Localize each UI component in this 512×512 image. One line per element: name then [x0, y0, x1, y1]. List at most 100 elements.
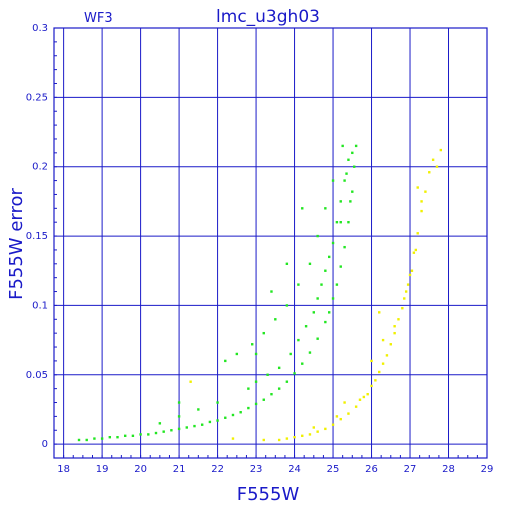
- data-point-yellow: [366, 392, 369, 396]
- data-point-green: [345, 172, 348, 175]
- data-point-green: [354, 144, 358, 148]
- data-point-green: [216, 401, 219, 404]
- y-tick-label: 0.1: [32, 300, 48, 311]
- data-point-yellow: [277, 438, 281, 442]
- data-point-green: [351, 190, 354, 193]
- y-tick-label: 0.15: [26, 231, 48, 242]
- data-point-yellow: [435, 165, 439, 168]
- data-point-green: [116, 435, 119, 439]
- data-point-yellow: [412, 251, 416, 254]
- data-point-green: [147, 433, 150, 436]
- data-point-green: [339, 265, 342, 268]
- data-point-green: [343, 245, 346, 249]
- data-point-green: [316, 234, 319, 238]
- data-point-yellow: [416, 186, 419, 189]
- data-point-yellow: [343, 401, 346, 404]
- data-point-yellow: [335, 415, 339, 418]
- x-tick-label: 26: [365, 464, 378, 475]
- data-point-green: [158, 422, 162, 425]
- x-tick-label: 20: [134, 464, 147, 475]
- data-point-green: [320, 283, 323, 286]
- data-point-green: [177, 401, 181, 404]
- data-point-green: [347, 220, 350, 224]
- data-point-green: [177, 415, 181, 418]
- data-point-yellow: [354, 405, 358, 408]
- data-point-green: [193, 424, 196, 428]
- x-tick-label: 24: [288, 464, 301, 475]
- data-point-green: [270, 392, 273, 396]
- data-point-yellow: [408, 273, 412, 277]
- data-point-green: [208, 420, 212, 424]
- data-point-yellow: [324, 427, 327, 431]
- data-point-green: [289, 352, 292, 356]
- data-point-yellow: [331, 423, 335, 426]
- data-point-green: [266, 373, 269, 376]
- y-tick-label: 0.05: [26, 370, 48, 381]
- x-tick-label: 22: [211, 464, 224, 475]
- data-point-green: [100, 437, 104, 440]
- data-point-green: [251, 343, 254, 346]
- data-point-yellow: [428, 171, 431, 174]
- data-point-yellow: [403, 297, 406, 300]
- data-point-yellow: [414, 248, 417, 252]
- data-point-green: [262, 331, 265, 335]
- data-point-yellow: [262, 438, 265, 442]
- data-point-green: [324, 320, 327, 324]
- data-point-green: [339, 220, 342, 224]
- data-point-green: [308, 262, 312, 266]
- data-point-green: [274, 318, 277, 321]
- data-point-yellow: [378, 370, 381, 374]
- data-point-green: [162, 430, 165, 433]
- x-tick-label: 25: [327, 464, 340, 475]
- data-point-yellow: [312, 426, 315, 429]
- data-point-green: [254, 352, 258, 356]
- data-point-green: [177, 427, 181, 431]
- data-point-green: [335, 283, 339, 286]
- data-point-yellow: [401, 306, 404, 310]
- data-point-green: [285, 262, 289, 266]
- data-point-green: [239, 411, 242, 414]
- data-point-green: [154, 431, 158, 435]
- data-point-yellow: [381, 338, 385, 342]
- data-points: [77, 144, 443, 442]
- data-point-yellow: [347, 412, 350, 415]
- data-point-green: [131, 434, 135, 438]
- data-point-green: [324, 269, 327, 272]
- chart-title: lmc_u3gh03: [216, 7, 320, 27]
- data-point-yellow: [316, 430, 319, 433]
- data-point-green: [124, 434, 127, 438]
- data-point-green: [262, 398, 265, 401]
- data-point-green: [254, 380, 258, 383]
- data-point-green: [324, 207, 327, 210]
- data-point-yellow: [362, 395, 366, 399]
- data-point-yellow: [189, 380, 192, 383]
- data-point-yellow: [406, 283, 410, 286]
- data-point-green: [170, 429, 173, 432]
- data-point-yellow: [231, 437, 235, 440]
- data-point-green: [270, 290, 273, 293]
- data-point-green: [347, 158, 350, 161]
- data-point-green: [224, 359, 227, 363]
- data-point-yellow: [389, 343, 392, 346]
- data-point-green: [285, 304, 289, 307]
- data-point-yellow: [308, 433, 312, 436]
- data-point-yellow: [420, 209, 423, 213]
- x-tick-label: 18: [57, 464, 70, 475]
- y-tick-label: 0.2: [32, 162, 48, 173]
- data-point-green: [247, 387, 250, 390]
- data-point-yellow: [339, 417, 342, 421]
- data-point-green: [235, 352, 239, 356]
- data-point-yellow: [393, 325, 396, 328]
- data-point-green: [200, 423, 204, 426]
- data-point-yellow: [416, 232, 419, 235]
- data-point-green: [316, 337, 319, 340]
- data-point-green: [327, 311, 331, 314]
- data-point-green: [343, 179, 346, 182]
- data-point-green: [351, 151, 354, 155]
- data-point-green: [85, 438, 88, 442]
- data-point-yellow: [424, 190, 427, 193]
- data-point-yellow: [293, 435, 296, 439]
- data-point-yellow: [431, 158, 435, 161]
- data-point-green: [254, 402, 258, 406]
- x-axis-label: F555W: [237, 484, 300, 505]
